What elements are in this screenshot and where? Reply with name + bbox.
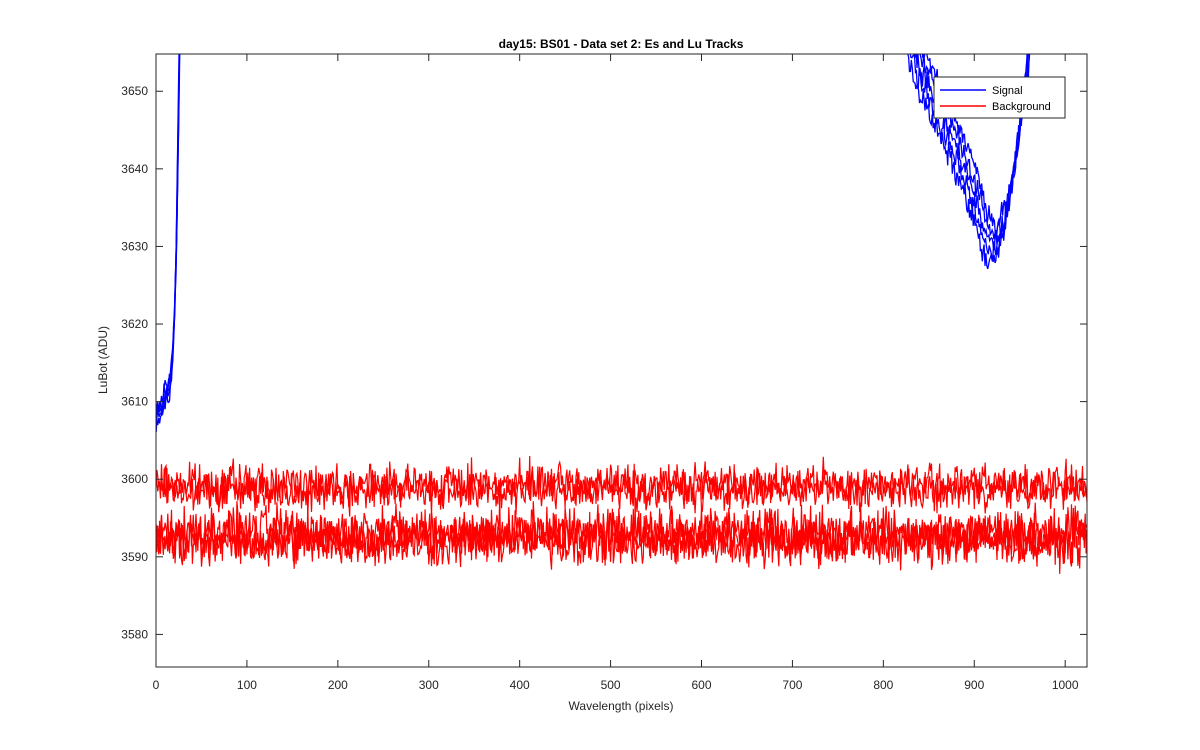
x-tick-label: 900 bbox=[964, 678, 984, 692]
background-line bbox=[156, 507, 1087, 574]
y-tick-label: 3590 bbox=[121, 550, 148, 564]
legend-label-background: Background bbox=[992, 101, 1051, 113]
chart-title: day15: BS01 - Data set 2: Es and Lu Trac… bbox=[499, 37, 744, 51]
series-layer bbox=[156, 54, 1087, 574]
y-tick-label: 3650 bbox=[121, 84, 148, 98]
y-tick-label: 3610 bbox=[121, 395, 148, 409]
legend-box bbox=[933, 76, 1066, 119]
x-tick-label: 400 bbox=[510, 678, 530, 692]
background-line bbox=[156, 463, 1087, 517]
x-tick-label: 700 bbox=[782, 678, 802, 692]
x-tick-label: 100 bbox=[237, 678, 257, 692]
y-tick-label: 3600 bbox=[121, 472, 148, 486]
x-tick-label: 200 bbox=[328, 678, 348, 692]
y-tick-label: 3640 bbox=[121, 162, 148, 176]
plot-area bbox=[156, 54, 1087, 667]
x-tick-label: 500 bbox=[601, 678, 621, 692]
signal-line bbox=[919, 54, 1030, 240]
y-tick-label: 3580 bbox=[121, 627, 148, 641]
signal-line bbox=[913, 54, 1029, 251]
y-tick-label: 3630 bbox=[121, 239, 148, 253]
x-tick-label: 0 bbox=[153, 678, 160, 692]
axes-box bbox=[155, 53, 1088, 668]
x-tick-label: 600 bbox=[691, 678, 711, 692]
background-line bbox=[156, 455, 1087, 513]
y-axis: 3580 3590 3600 3610 3620 3630 3640 3650 bbox=[121, 84, 1087, 641]
y-axis-label: LuBot (ADU) bbox=[96, 326, 110, 394]
legend: Signal Background bbox=[933, 76, 1066, 119]
x-axis: 0 100 200 300 400 500 600 700 800 900 1000 bbox=[153, 54, 1079, 692]
legend-label-signal: Signal bbox=[992, 85, 1023, 97]
x-tick-label: 800 bbox=[873, 678, 893, 692]
x-tick-label: 1000 bbox=[1052, 678, 1079, 692]
x-tick-label: 300 bbox=[419, 678, 439, 692]
y-tick-label: 3620 bbox=[121, 317, 148, 331]
signal-line bbox=[921, 54, 1031, 235]
x-axis-label: Wavelength (pixels) bbox=[569, 699, 674, 713]
